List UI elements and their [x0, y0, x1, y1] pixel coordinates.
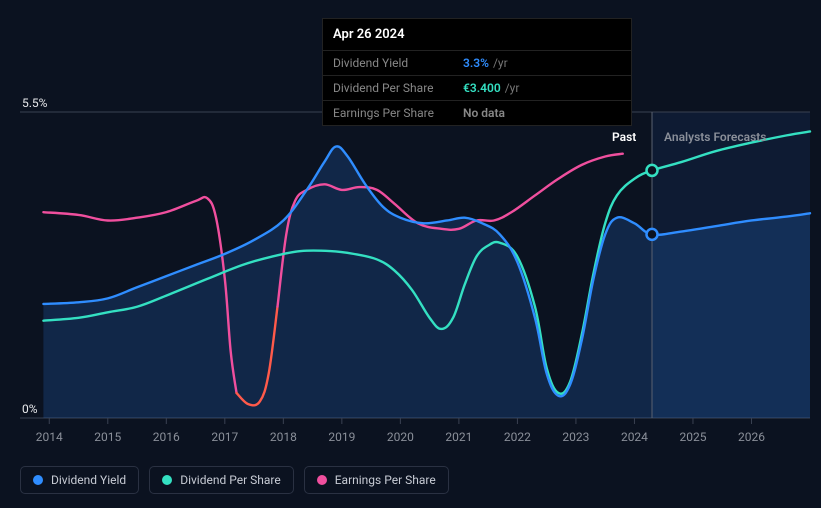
legend-item-dividend_yield[interactable]: Dividend Yield	[20, 466, 139, 494]
x-axis-tick-label: 2014	[36, 430, 63, 444]
legend-item-label: Dividend Yield	[51, 473, 126, 487]
y-axis-tick-label: 0%	[22, 402, 38, 416]
tooltip-row-value: 3.3%	[463, 56, 489, 70]
legend-item-label: Earnings Per Share	[335, 473, 436, 487]
tooltip-row-label: Earnings Per Share	[333, 106, 463, 120]
tooltip-row: Dividend Per Share€3.400/yr	[323, 75, 631, 100]
x-axis-tick-label: 2018	[270, 430, 297, 444]
x-axis-tick-label: 2025	[679, 430, 706, 444]
legend-item-label: Dividend Per Share	[180, 473, 281, 487]
tooltip-row-value: No data	[463, 106, 505, 120]
region-label-past: Past	[612, 130, 636, 144]
legend-swatch	[317, 475, 327, 485]
chart-tooltip: Apr 26 2024 Dividend Yield3.3%/yrDividen…	[322, 18, 632, 126]
y-axis-tick-label: 5.5%	[22, 96, 47, 110]
x-axis-tick-label: 2016	[153, 430, 180, 444]
x-axis-tick-label: 2022	[504, 430, 531, 444]
tooltip-row: Dividend Yield3.3% /yr	[323, 50, 631, 75]
x-axis-tick-label: 2017	[211, 430, 238, 444]
tooltip-title: Apr 26 2024	[323, 19, 631, 50]
x-axis-tick-label: 2015	[94, 430, 121, 444]
region-label-forecast: Analysts Forecasts	[664, 130, 766, 144]
chart-legend: Dividend Yield Dividend Per Share Earnings…	[20, 466, 449, 494]
tooltip-row-value: €3.400	[463, 81, 501, 95]
tooltip-row-unit: /yr	[493, 56, 508, 70]
tooltip-row-label: Dividend Per Share	[333, 81, 463, 95]
x-axis-tick-label: 2021	[445, 430, 472, 444]
x-axis-tick-label: 2019	[328, 430, 355, 444]
x-axis-tick-label: 2024	[621, 430, 648, 444]
legend-swatch	[162, 475, 172, 485]
x-axis-tick-label: 2026	[738, 430, 765, 444]
x-axis-tick-label: 2023	[562, 430, 589, 444]
legend-item-earnings_per_share[interactable]: Earnings Per Share	[304, 466, 449, 494]
legend-swatch	[33, 475, 43, 485]
x-axis-tick-label: 2020	[387, 430, 414, 444]
tooltip-row-label: Dividend Yield	[333, 56, 463, 70]
tooltip-row: Earnings Per ShareNo data	[323, 100, 631, 125]
dividend-chart: Apr 26 2024 Dividend Yield3.3%/yrDividen…	[0, 0, 821, 508]
tooltip-row-unit: /yr	[505, 81, 520, 95]
legend-item-dividend_per_share[interactable]: Dividend Per Share	[149, 466, 294, 494]
